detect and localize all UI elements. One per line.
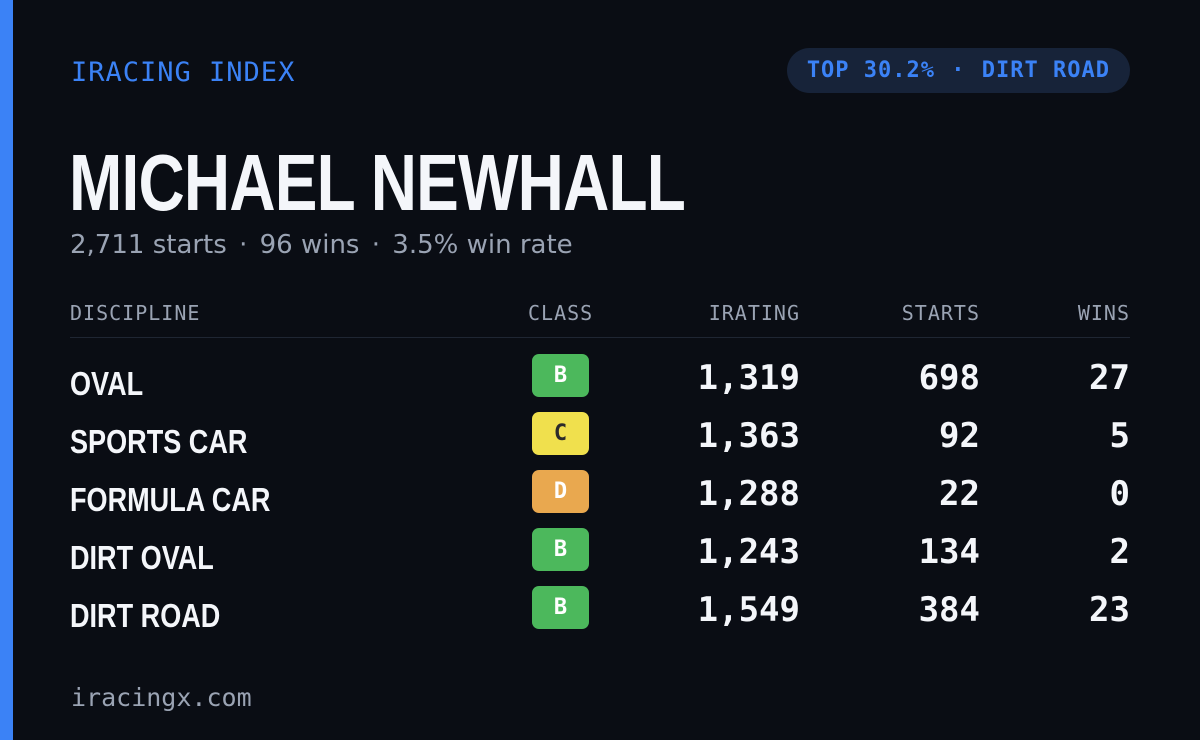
- header-starts: STARTS: [901, 301, 980, 325]
- discipline-name: DIRT OVAL: [70, 539, 214, 576]
- discipline-table: OVAL B 1,319 698 27 SPORTS CAR C 1,363 9…: [70, 348, 1130, 638]
- site-url: iracingx.com: [71, 683, 252, 712]
- driver-name: MICHAEL NEWHALL: [69, 138, 686, 227]
- irating-value: 1,549: [697, 590, 800, 630]
- table-row: SPORTS CAR C 1,363 92 5: [70, 406, 1130, 464]
- license-class-badge: B: [532, 586, 589, 629]
- rank-separator: ·: [951, 58, 966, 83]
- starts-value: 92: [939, 416, 980, 456]
- summary-wins: 96 wins: [259, 230, 360, 260]
- starts-value: 134: [918, 532, 980, 572]
- summary-starts: 2,711 starts: [70, 230, 227, 260]
- license-class-badge: C: [532, 412, 589, 455]
- wins-value: 27: [1089, 358, 1130, 398]
- driver-summary: 2,711 starts · 96 wins · 3.5% win rate: [70, 228, 573, 262]
- rank-discipline: DIRT ROAD: [981, 58, 1110, 83]
- table-header: DISCIPLINE CLASS IRATING STARTS WINS: [70, 300, 1130, 338]
- header-wins: WINS: [1077, 301, 1130, 325]
- discipline-name: SPORTS CAR: [70, 423, 248, 460]
- irating-value: 1,319: [697, 358, 800, 398]
- table-row: DIRT ROAD B 1,549 384 23: [70, 580, 1130, 638]
- header-irating: IRATING: [708, 301, 800, 325]
- starts-value: 698: [918, 358, 980, 398]
- table-row: OVAL B 1,319 698 27: [70, 348, 1130, 406]
- rank-percentile: TOP 30.2%: [806, 58, 936, 83]
- summary-win-rate: 3.5% win rate: [392, 230, 573, 260]
- table-row: DIRT OVAL B 1,243 134 2: [70, 522, 1130, 580]
- irating-value: 1,363: [697, 416, 800, 456]
- license-class-badge: D: [532, 470, 589, 513]
- irating-value: 1,288: [697, 474, 800, 514]
- wins-value: 23: [1089, 590, 1130, 630]
- header-class: CLASS: [528, 301, 594, 325]
- license-class-badge: B: [532, 528, 589, 571]
- wins-value: 5: [1109, 416, 1130, 456]
- starts-value: 22: [939, 474, 980, 514]
- wins-value: 0: [1109, 474, 1130, 514]
- discipline-name: DIRT ROAD: [70, 597, 221, 634]
- wins-value: 2: [1109, 532, 1130, 572]
- starts-value: 384: [918, 590, 980, 630]
- discipline-name: OVAL: [70, 365, 144, 402]
- brand-label: IRACING INDEX: [71, 57, 296, 88]
- accent-bar: [0, 0, 13, 740]
- header-discipline: DISCIPLINE: [70, 301, 201, 325]
- summary-separator: ·: [371, 230, 381, 260]
- rank-badge: TOP 30.2% · DIRT ROAD: [786, 48, 1130, 93]
- table-row: FORMULA CAR D 1,288 22 0: [70, 464, 1130, 522]
- irating-value: 1,243: [697, 532, 800, 572]
- summary-separator: ·: [239, 230, 248, 260]
- license-class-badge: B: [532, 354, 589, 397]
- discipline-name: FORMULA CAR: [70, 481, 271, 518]
